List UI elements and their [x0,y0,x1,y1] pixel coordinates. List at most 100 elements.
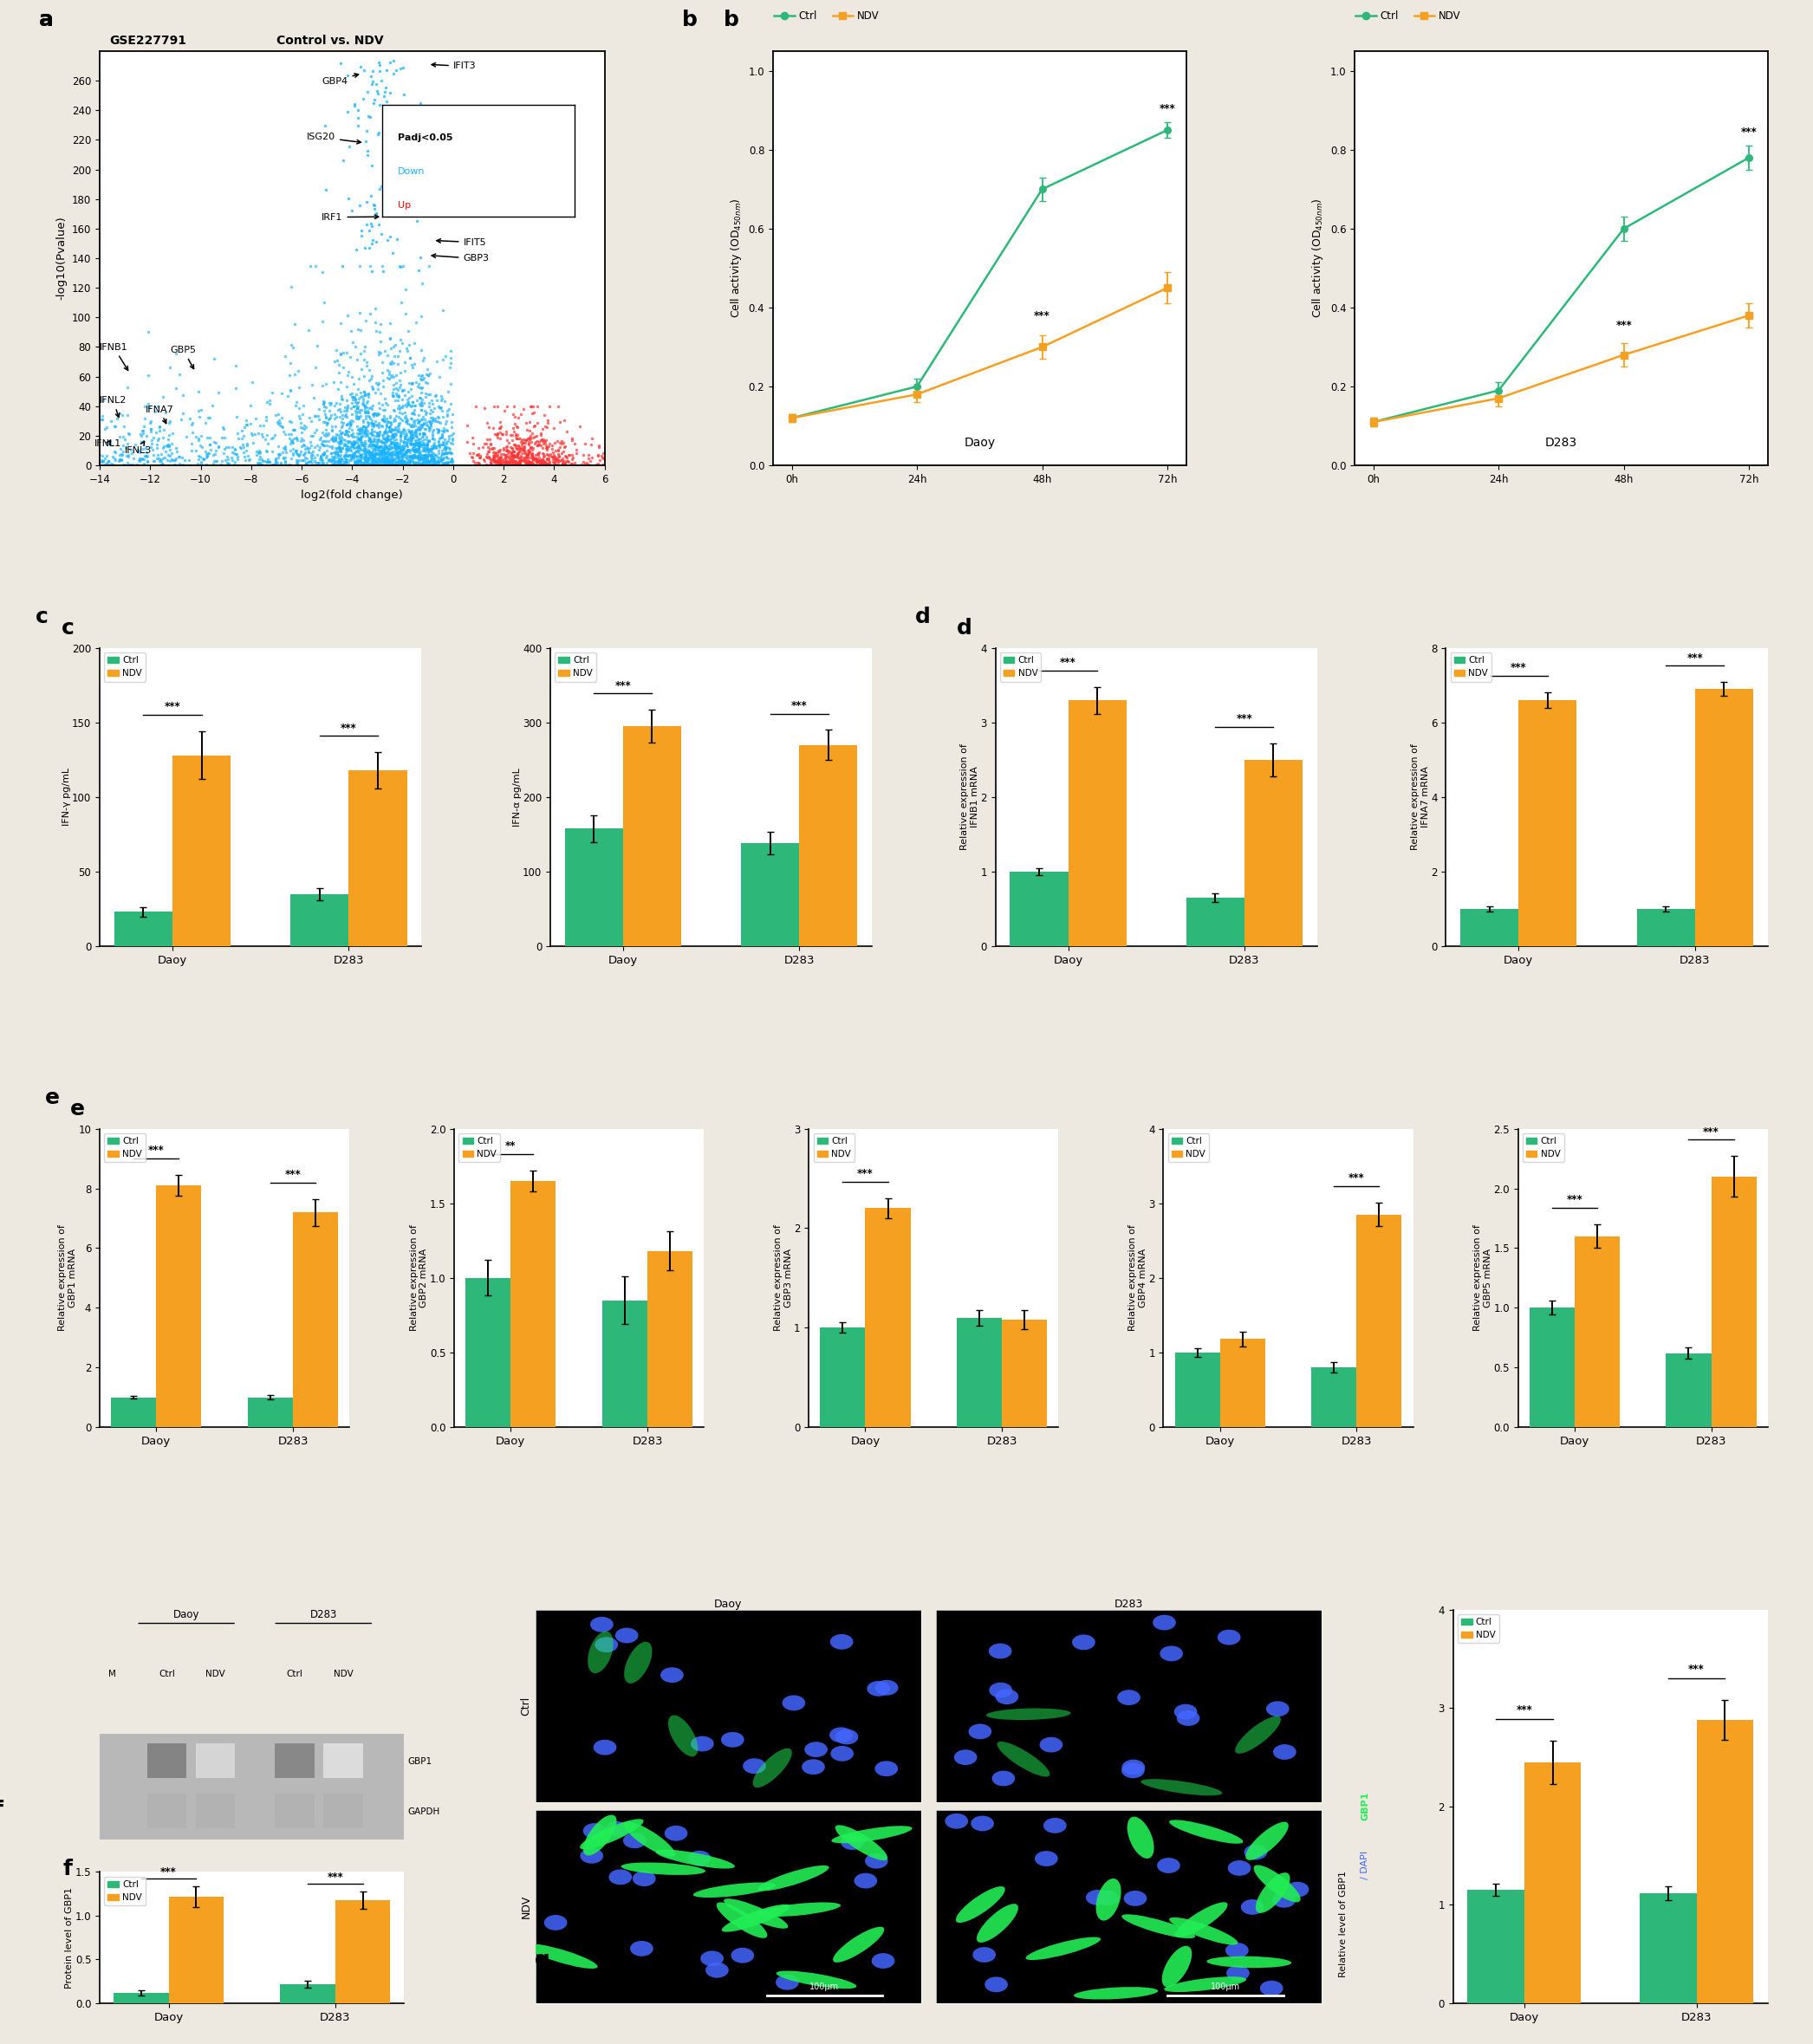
Point [370,425,399,458]
Point [410,423,439,456]
Point [141,431,170,464]
Point [372,444,401,476]
Point [355,231,384,264]
Point [344,313,373,345]
Point [413,431,442,464]
Point [326,431,355,464]
Point [247,409,276,442]
Point [355,446,384,478]
Point [519,448,548,480]
Point [506,425,535,458]
Point [228,435,257,468]
Point [399,433,428,466]
Bar [156,1186,201,1427]
Point [410,407,439,439]
Point [404,380,433,413]
Point [337,419,366,452]
Point [461,390,490,423]
Point [343,417,372,450]
Point [390,413,419,446]
Point [388,413,417,446]
Point [557,448,586,480]
Point [363,78,392,110]
Point [421,378,450,411]
Point [154,448,183,480]
Point [375,444,404,476]
Point [201,425,230,458]
Point [285,372,314,405]
Point [381,437,410,470]
Point [479,439,508,472]
Point [303,329,332,362]
Point [415,431,444,464]
Point [325,446,354,478]
Point [370,429,399,462]
Point [379,198,408,231]
Point [150,397,179,429]
Point [161,431,190,464]
Point [364,444,393,476]
Point [428,437,457,470]
Point [326,47,355,80]
Point [480,450,509,482]
Point [245,446,274,478]
Point [145,444,174,476]
Point [245,448,274,480]
Point [486,448,515,480]
Point [350,411,379,444]
Point [388,446,417,478]
Point [134,360,163,392]
Point [417,431,446,464]
Point [506,446,535,478]
Point [370,399,399,431]
Point [401,415,430,448]
Point [178,427,207,460]
Point [145,411,174,444]
Point [341,446,370,478]
Point [415,413,444,446]
Point [261,448,290,480]
Point [468,431,497,464]
Point [388,184,417,217]
Point [482,419,511,452]
Point [359,429,388,462]
Point [412,444,441,476]
Point [149,380,178,413]
Point [301,401,330,433]
Point [437,437,466,470]
Point [357,399,386,431]
Point [337,442,366,474]
Ellipse shape [954,1750,977,1766]
Point [401,413,430,446]
Point [473,407,502,439]
Point [337,444,366,476]
Point [326,394,355,427]
Point [381,174,410,206]
Point [519,442,548,474]
Point [384,435,413,468]
Point [167,442,196,474]
Point [286,403,315,435]
Point [479,435,508,468]
Point [410,442,439,474]
Point [502,439,531,472]
Point [352,417,381,450]
Point [473,435,502,468]
Point [526,448,555,480]
Point [540,446,569,478]
Text: ***: *** [1510,662,1527,672]
Point [384,429,413,462]
Point [421,442,450,474]
Point [393,407,422,439]
Point [548,427,577,460]
Point [343,392,372,425]
Point [143,421,172,454]
Point [372,386,401,419]
Ellipse shape [526,1944,598,1968]
Point [357,223,386,256]
Point [334,429,363,462]
Point [484,446,513,478]
Point [515,446,544,478]
Point [214,448,243,480]
Ellipse shape [872,1954,896,1968]
